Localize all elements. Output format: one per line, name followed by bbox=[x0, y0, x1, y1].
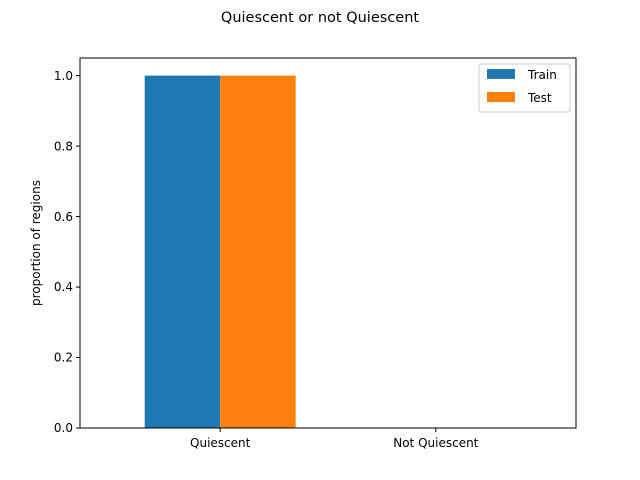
legend-label-test: Test bbox=[527, 91, 552, 105]
bar-test-0 bbox=[220, 75, 296, 428]
legend-swatch-test bbox=[487, 92, 515, 102]
y-tick-label: 0.8 bbox=[54, 139, 73, 153]
y-tick-label: 0.4 bbox=[54, 280, 73, 294]
bar-train-0 bbox=[144, 75, 221, 428]
chart-title: Quiescent or not Quiescent bbox=[221, 10, 419, 26]
legend: Train Test bbox=[478, 63, 571, 113]
y-tick-label: 1.0 bbox=[54, 69, 73, 83]
x-tick-label: Quiescent bbox=[190, 436, 251, 450]
bars-layer bbox=[144, 75, 296, 428]
plot-frame bbox=[79, 57, 577, 429]
legend-items: Train Test bbox=[487, 68, 557, 105]
y-tick-label: 0.6 bbox=[54, 210, 73, 224]
y-tick-label: 0.0 bbox=[54, 421, 73, 435]
x-ticks: Quiescent Not Quiescent bbox=[190, 428, 479, 450]
y-ticks: 0.0 0.2 0.4 0.6 0.8 1.0 bbox=[54, 69, 80, 435]
y-tick-label: 0.2 bbox=[54, 351, 73, 365]
x-tick-label: Not Quiescent bbox=[393, 436, 478, 450]
y-axis-label: proportion of regions bbox=[29, 180, 43, 306]
legend-swatch-train bbox=[487, 69, 515, 79]
legend-label-train: Train bbox=[527, 68, 557, 82]
